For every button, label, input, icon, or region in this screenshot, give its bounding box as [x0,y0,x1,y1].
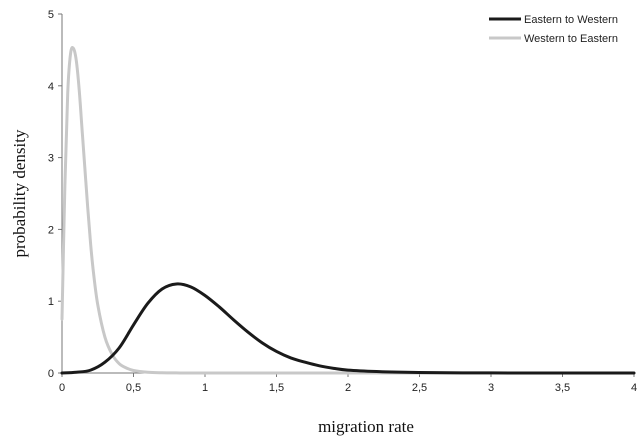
legend-label: Western to Eastern [524,33,618,45]
y-tick-label: 5 [48,9,54,21]
series-line-eastern-to-western [60,282,636,375]
y-tick-label: 2 [48,224,54,236]
legend-label: Eastern to Western [524,14,618,26]
y-axis-label: probability density [10,129,29,257]
series-layer [60,46,636,375]
x-tick-label: 0 [59,382,65,394]
x-tick-label: 2 [345,382,351,394]
x-tick-label: 2,5 [412,382,427,394]
series-line-western-to-eastern [60,46,636,375]
y-tick-label: 0 [48,368,54,380]
x-tick-label: 0,5 [126,382,141,394]
x-tick-label: 1 [202,382,208,394]
x-tick-label: 3,5 [555,382,570,394]
x-tick-label: 1,5 [269,382,284,394]
y-tick-label: 4 [48,81,54,93]
x-tick-label: 4 [631,382,637,394]
y-tick-label: 1 [48,296,54,308]
y-tick-label: 3 [48,153,54,165]
x-axis-label: migration rate [318,417,414,436]
axes: 0 0,5 1 1,5 2 2,5 3 3,5 4 0 1 2 3 4 5 [48,9,637,394]
x-tick-label: 3 [488,382,494,394]
legend: Eastern to Western Western to Eastern [489,14,618,45]
